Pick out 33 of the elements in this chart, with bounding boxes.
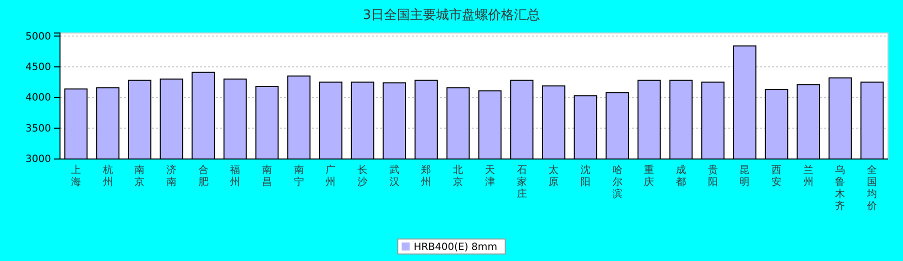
y-tick-label: 5000 — [26, 31, 51, 42]
x-tick-label: 昆明 — [740, 165, 750, 188]
x-tick-label: 广州 — [326, 164, 336, 188]
y-tick-label: 4500 — [26, 62, 51, 74]
x-tick-label: 全国均价 — [866, 164, 878, 212]
chart-title: 3日全国主要城市盘螺价格汇总 — [362, 7, 540, 23]
x-tick-label: 太原 — [548, 164, 559, 188]
x-tick-label: 郑州 — [421, 164, 432, 188]
y-tick-label: 4000 — [26, 92, 51, 104]
x-tick-label: 哈尔滨 — [612, 164, 622, 200]
x-tick-label: 沈阳 — [580, 164, 590, 188]
x-tick-label: 南宁 — [294, 164, 304, 188]
legend-label: HRB400(E) 8mm — [414, 242, 498, 253]
y-tick-label: 3500 — [26, 123, 51, 134]
x-tick-label: 南京 — [134, 164, 145, 188]
x-tick-label: 天津 — [484, 165, 495, 188]
x-tick-label: 长沙 — [358, 164, 368, 188]
x-tick-label: 贵阳 — [708, 164, 718, 188]
x-tick-label: 西安 — [772, 165, 782, 188]
x-tick-label: 重庆 — [644, 164, 654, 188]
x-tick-label: 合肥 — [198, 164, 208, 188]
x-tick-label: 北京 — [453, 164, 464, 188]
x-tick-label: 武汉 — [389, 164, 400, 188]
y-tick-label: 3000 — [26, 154, 51, 166]
x-tick-label: 石家庄 — [516, 165, 527, 200]
x-tick-label: 成都 — [676, 164, 686, 188]
x-tick-label: 济南 — [166, 164, 176, 188]
x-tick-label: 兰州 — [803, 164, 814, 188]
x-tick-label: 乌鲁木齐 — [835, 164, 846, 212]
x-tick-label: 上海 — [70, 164, 81, 188]
x-tick-label: 南昌 — [262, 164, 272, 188]
x-tick-label: 杭州 — [102, 164, 113, 188]
x-tick-label: 福州 — [230, 164, 240, 188]
